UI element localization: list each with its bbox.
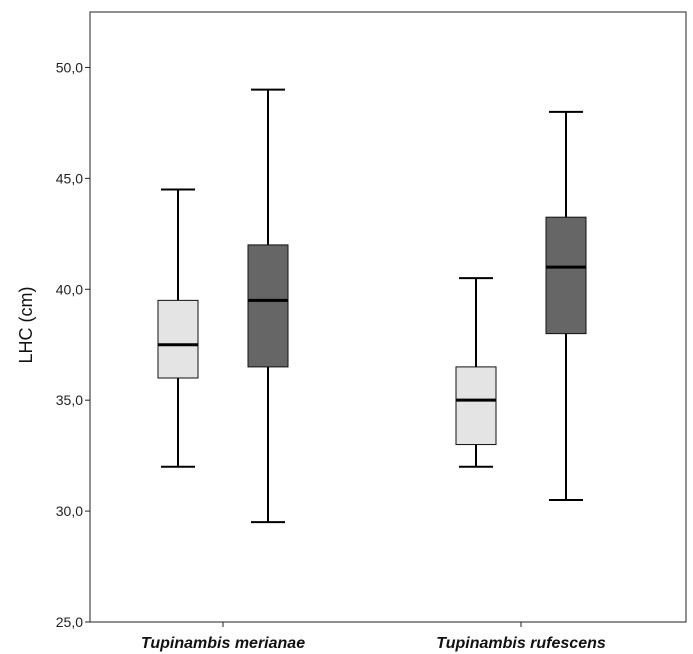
x-axis-category-labels: Tupinambis merianae Tupinambis rufescens — [141, 622, 606, 652]
plot-axes — [89, 11, 687, 623]
iqr-box — [247, 244, 289, 368]
x-category-label: Tupinambis merianae — [141, 635, 305, 652]
y-axis-title: LHC (cm) — [16, 287, 36, 364]
box-series — [157, 88, 587, 524]
y-axis-ticks: 25,0 30,0 35,0 40,0 45,0 50,0 — [56, 59, 90, 630]
box-plot — [455, 277, 497, 468]
iqr-box — [545, 216, 587, 335]
y-tick-label: 45,0 — [56, 170, 83, 186]
box-plot — [247, 88, 289, 524]
box-plot — [157, 188, 199, 468]
iqr-box — [455, 366, 497, 446]
y-tick-label: 40,0 — [56, 281, 83, 297]
plot-frame — [89, 11, 687, 623]
x-category-label: Tupinambis rufescens — [436, 635, 606, 652]
y-tick-label: 30,0 — [56, 503, 83, 519]
y-tick-label: 50,0 — [56, 59, 83, 75]
box-plot — [545, 110, 587, 501]
iqr-box — [157, 299, 199, 379]
y-tick-label: 25,0 — [56, 614, 83, 630]
y-tick-label: 35,0 — [56, 392, 83, 408]
